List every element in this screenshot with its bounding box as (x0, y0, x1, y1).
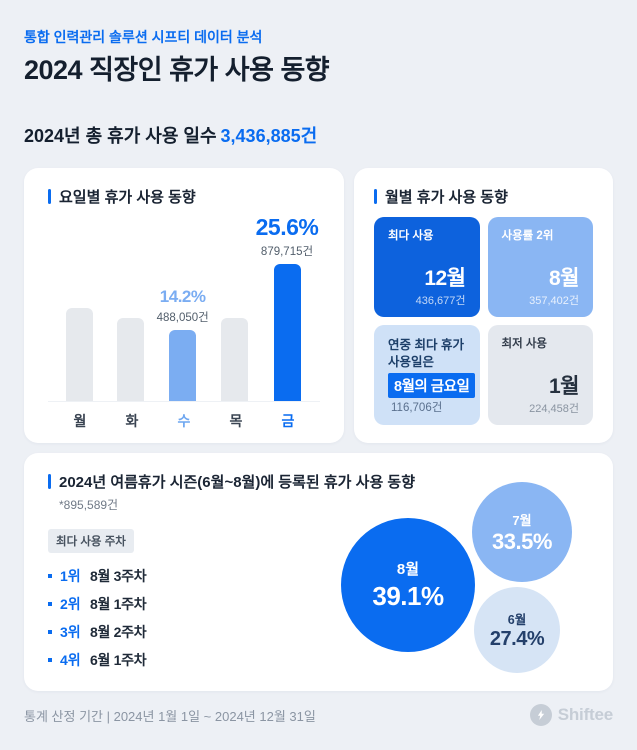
rank-number: 3위 (60, 624, 81, 640)
weekday-bar-chart: 14.2% 488,050건 25.6% 879,715건 (48, 214, 320, 402)
weekday-bar (273, 264, 301, 401)
day-axis-label: 수 (177, 413, 191, 429)
summer-card-title: 2024년 여름휴가 시즌(6월~8월)에 등록된 휴가 사용 동향 (48, 471, 589, 492)
shiftee-logo-text: Shiftee (557, 705, 613, 724)
tile-month-value: 12월 (424, 267, 466, 290)
bar-percent-label: 25.6% (255, 214, 319, 240)
eyebrow-text: 통합 인력관리 솔루션 시프티 데이터 분석 (24, 29, 263, 45)
rank-item: 2위 8월 1주차 (48, 594, 589, 614)
monthly-usage-card: 월별 휴가 사용 동향 최다 사용 12월 436,677건 사용률 2위 8월 357,… (354, 168, 613, 443)
rank-week-label: 8월 3주차 (90, 568, 147, 584)
rank-week-label: 8월 2주차 (90, 624, 147, 640)
bar-column (105, 313, 156, 401)
rank-item: 3위 8월 2주차 (48, 622, 589, 642)
rank-number: 1위 (60, 568, 81, 584)
summer-card-title-text: 2024년 여름휴가 시즌(6월~8월)에 등록된 휴가 사용 동향 (59, 474, 416, 491)
bar-percent-label: 14.2% (159, 287, 206, 306)
rank-number: 4위 (60, 652, 81, 668)
rank-week-label: 8월 1주차 (90, 596, 147, 612)
bar-count-label: 879,715건 (260, 246, 314, 258)
summer-total-note: *895,589건 (59, 498, 119, 512)
page-title: 2024 직장인 휴가 사용 동향 (24, 55, 330, 85)
tile-label: 연중 최다 휴가 사용일은 (388, 338, 464, 369)
rank-item: 4위 6월 1주차 (48, 650, 589, 670)
weekday-bar (66, 308, 94, 401)
weekday-bar (220, 318, 248, 401)
bullet-icon (48, 602, 52, 606)
month-stat-tile: 최저 사용 1월 224,458건 (487, 325, 593, 425)
tile-month-value: 1월 (549, 375, 580, 398)
weekday-usage-card: 요일별 휴가 사용 동향 14.2% 488,050건 25.6% 879,715건 … (24, 168, 344, 443)
lightning-bolt-icon (529, 704, 552, 726)
weekday-bar (117, 318, 145, 401)
statistics-period-text: 통계 산정 기간 | 2024년 1월 1일 ~ 2024년 12월 31일 (24, 708, 316, 724)
tile-label: 최저 사용 (501, 338, 548, 350)
weekday-bar (169, 330, 197, 401)
tile-highlight-value: 8월의 금요일 (388, 373, 476, 398)
bar-column (209, 313, 260, 401)
top-weeks-badge: 최다 사용 주차 (48, 529, 134, 553)
footer: 통계 산정 기간 | 2024년 1월 1일 ~ 2024년 12월 31일 S… (24, 704, 613, 726)
tile-label: 최다 사용 (388, 230, 434, 242)
tile-label: 사용률 2위 (501, 230, 554, 242)
monthly-card-title: 월별 휴가 사용 동향 (374, 186, 593, 207)
bullet-icon (48, 658, 52, 662)
rank-item: 1위 8월 3주차 (48, 566, 589, 586)
rank-week-label: 6월 1주차 (90, 652, 147, 668)
total-usage-label: 2024년 총 휴가 사용 일수 (24, 126, 217, 146)
month-stat-tile: 최다 사용 12월 436,677건 (374, 217, 480, 317)
day-axis-label: 목 (229, 413, 243, 429)
tile-count: 357,402건 (529, 295, 579, 307)
month-stat-tile: 사용률 2위 8월 357,402건 (487, 217, 593, 317)
monthly-card-title-text: 월별 휴가 사용 동향 (385, 189, 508, 206)
bar-annotation: 25.6% 879,715건 (256, 214, 319, 259)
month-stat-tile: 연중 최다 휴가 사용일은 8월의 금요일 116,706건 (374, 325, 480, 425)
title-tick-icon (48, 474, 51, 489)
weekday-card-title-text: 요일별 휴가 사용 동향 (59, 189, 196, 206)
tile-count: 436,677건 (415, 295, 466, 307)
header: 통합 인력관리 솔루션 시프티 데이터 분석 2024 직장인 휴가 사용 동향… (24, 28, 613, 147)
day-axis-label: 월 (73, 413, 87, 429)
top-weeks-rank-list: 1위 8월 3주차 2위 8월 1주차 3위 8월 2주차 4위 6월 1주차 (48, 566, 589, 670)
tile-month-value: 8월 (549, 267, 580, 290)
tile-count: 224,458건 (529, 403, 579, 415)
bar-column: 14.2% 488,050건 (157, 287, 209, 401)
summer-usage-card: 2024년 여름휴가 시즌(6월~8월)에 등록된 휴가 사용 동향 *895,… (24, 453, 613, 691)
shiftee-logo: Shiftee (529, 704, 613, 726)
bullet-icon (48, 574, 52, 578)
rank-number: 2위 (60, 596, 81, 612)
total-usage-line: 2024년 총 휴가 사용 일수 3,436,885건 (24, 125, 613, 147)
weekday-card-title: 요일별 휴가 사용 동향 (48, 186, 320, 207)
top-cards-row: 요일별 휴가 사용 동향 14.2% 488,050건 25.6% 879,715건 … (24, 168, 613, 443)
day-axis-label: 화 (125, 413, 139, 429)
bullet-icon (48, 630, 52, 634)
title-tick-icon (374, 189, 377, 204)
tile-count: 116,706건 (391, 402, 443, 414)
bar-count-label: 488,050건 (156, 312, 209, 324)
bar-column (54, 303, 105, 401)
total-usage-value: 3,436,885건 (220, 126, 318, 146)
day-axis-label: 금 (281, 413, 295, 429)
bar-annotation: 14.2% 488,050건 (157, 287, 209, 325)
title-tick-icon (48, 189, 51, 204)
bar-column: 25.6% 879,715건 (256, 214, 319, 401)
